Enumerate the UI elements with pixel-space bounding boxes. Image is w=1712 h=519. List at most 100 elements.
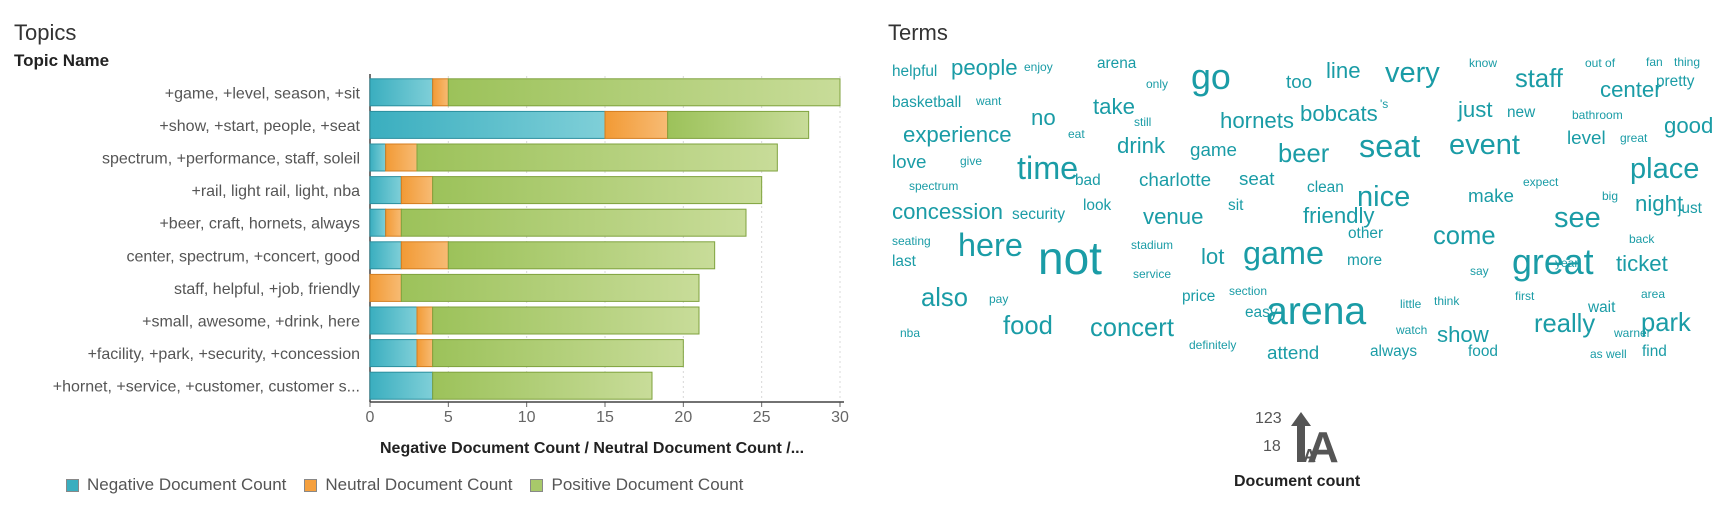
term-word[interactable]: big (1602, 189, 1619, 203)
term-word[interactable]: go (1191, 57, 1231, 97)
term-word[interactable]: good (1664, 113, 1712, 138)
term-word[interactable]: seat (1239, 168, 1275, 189)
term-word[interactable]: give (960, 154, 983, 168)
term-word[interactable]: take (1093, 94, 1135, 119)
term-word[interactable]: nba (900, 326, 921, 340)
term-word[interactable]: other (1348, 225, 1384, 242)
term-word[interactable]: love (892, 151, 927, 172)
term-word[interactable]: game (1243, 235, 1325, 271)
term-word[interactable]: fan (1646, 55, 1663, 69)
term-word[interactable]: clean (1307, 179, 1344, 196)
term-word[interactable]: expect (1523, 175, 1559, 189)
term-word[interactable]: really (1534, 310, 1596, 338)
term-word[interactable]: security (1012, 206, 1066, 223)
term-word[interactable]: no (1031, 105, 1056, 130)
term-word[interactable]: center (1600, 77, 1662, 102)
term-word[interactable]: great (1620, 131, 1648, 145)
term-word[interactable]: people (951, 55, 1018, 80)
term-word[interactable]: park (1641, 309, 1691, 337)
term-word[interactable]: concession (892, 199, 1004, 224)
term-word[interactable]: basketball (892, 94, 962, 111)
term-word[interactable]: always (1370, 343, 1418, 360)
term-word[interactable]: bathroom (1572, 108, 1623, 122)
term-word[interactable]: 's (1380, 97, 1389, 111)
term-word[interactable]: game (1190, 139, 1237, 160)
term-word[interactable]: also (921, 284, 968, 312)
term-word[interactable]: just (1678, 200, 1702, 217)
term-word[interactable]: first (1515, 289, 1535, 303)
term-word[interactable]: food (1468, 343, 1498, 360)
term-word[interactable]: seat (1359, 128, 1421, 164)
legend-item-positive[interactable]: Positive Document Count (530, 475, 743, 495)
term-word[interactable]: still (1134, 115, 1152, 129)
term-word[interactable]: nice (1357, 181, 1411, 213)
term-word[interactable]: just (1458, 97, 1493, 122)
term-word[interactable]: bad (1075, 172, 1101, 189)
term-word[interactable]: definitely (1189, 338, 1237, 352)
term-word[interactable]: easy (1245, 304, 1278, 321)
term-word[interactable]: out of (1585, 56, 1616, 70)
term-word[interactable]: time (1017, 150, 1079, 186)
term-word[interactable]: venue (1143, 204, 1204, 229)
term-word[interactable]: friendly (1303, 203, 1375, 228)
term-word[interactable]: show (1437, 322, 1489, 347)
term-word[interactable]: think (1434, 294, 1460, 308)
term-word[interactable]: more (1347, 252, 1383, 269)
term-word[interactable]: want (976, 94, 1002, 108)
term-word[interactable]: little (1400, 297, 1422, 311)
term-word[interactable]: make (1468, 185, 1514, 206)
term-word[interactable]: new (1507, 104, 1536, 121)
legend-item-neutral[interactable]: Neutral Document Count (304, 475, 512, 495)
term-word[interactable]: not (1038, 232, 1102, 284)
term-word[interactable]: know (1469, 56, 1498, 70)
term-word[interactable]: back (1629, 232, 1655, 246)
term-word[interactable]: staff (1515, 65, 1563, 93)
term-word[interactable]: see (1554, 202, 1601, 234)
term-word[interactable]: here (958, 227, 1023, 263)
term-word[interactable]: spectrum (909, 179, 959, 193)
term-word[interactable]: year (1555, 256, 1579, 270)
term-word[interactable]: as well (1590, 347, 1627, 361)
term-word[interactable]: only (1146, 77, 1169, 91)
term-word[interactable]: area (1641, 287, 1666, 301)
term-word[interactable]: sit (1228, 197, 1244, 214)
term-word[interactable]: seating (892, 234, 931, 248)
term-word[interactable]: event (1449, 129, 1520, 161)
term-word[interactable]: night (1635, 191, 1684, 216)
term-word[interactable]: come (1433, 222, 1496, 250)
term-word[interactable]: hornets (1220, 108, 1295, 133)
term-word[interactable]: drink (1117, 133, 1166, 158)
term-word[interactable]: helpful (892, 63, 938, 80)
term-word[interactable]: section (1229, 284, 1268, 298)
term-word[interactable]: enjoy (1024, 60, 1053, 74)
term-word[interactable]: beer (1278, 140, 1330, 168)
term-word[interactable]: find (1642, 343, 1667, 360)
term-word[interactable]: great (1512, 242, 1594, 282)
term-word[interactable]: level (1567, 127, 1606, 148)
term-word[interactable]: bobcats (1300, 101, 1378, 126)
term-word[interactable]: price (1182, 288, 1216, 305)
term-word[interactable]: arena (1097, 55, 1137, 72)
term-word[interactable]: look (1083, 197, 1112, 214)
term-word[interactable]: ticket (1616, 251, 1668, 276)
term-word[interactable]: too (1286, 71, 1313, 92)
term-word[interactable]: say (1470, 264, 1489, 278)
term-word[interactable]: attend (1267, 342, 1320, 363)
term-word[interactable]: warner (1614, 326, 1651, 340)
term-word[interactable]: watch (1396, 323, 1428, 337)
term-word[interactable]: food (1003, 312, 1053, 340)
term-word[interactable]: pay (989, 292, 1009, 306)
term-word[interactable]: charlotte (1139, 169, 1212, 190)
term-word[interactable]: last (892, 253, 916, 270)
term-word[interactable]: line (1326, 58, 1361, 83)
term-word[interactable]: stadium (1131, 238, 1174, 252)
term-word[interactable]: experience (903, 122, 1012, 147)
term-word[interactable]: eat (1068, 127, 1085, 141)
term-word[interactable]: service (1133, 267, 1172, 281)
legend-item-negative[interactable]: Negative Document Count (66, 475, 286, 495)
term-word[interactable]: place (1630, 153, 1700, 185)
term-word[interactable]: lot (1201, 244, 1225, 269)
term-word[interactable]: concert (1090, 314, 1174, 342)
term-word[interactable]: arena (1266, 290, 1367, 333)
term-word[interactable]: very (1385, 57, 1440, 89)
